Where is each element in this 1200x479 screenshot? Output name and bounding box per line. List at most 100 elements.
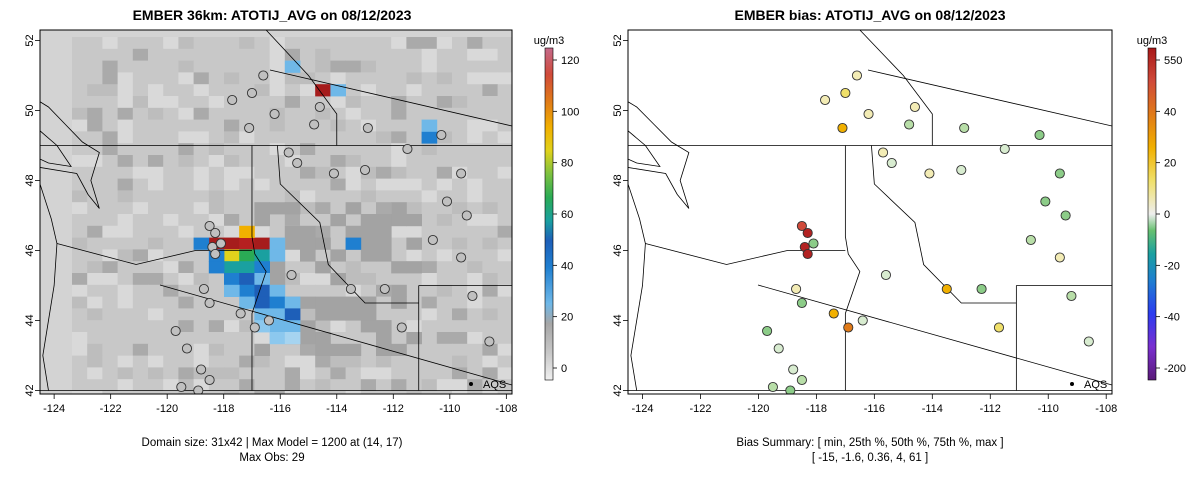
grid-cell — [208, 60, 225, 73]
grid-cell — [224, 72, 240, 85]
grid-cell — [148, 190, 164, 203]
grid-cell — [132, 166, 149, 179]
bias-site — [828, 308, 839, 319]
grid-cell — [163, 379, 179, 392]
grid-cell — [360, 178, 377, 191]
grid-cell — [102, 261, 118, 274]
grid-cell — [117, 332, 134, 345]
grid-cell — [117, 273, 134, 286]
grid-cell — [360, 343, 377, 356]
grid-cell — [467, 107, 483, 120]
grid-cell — [315, 343, 331, 356]
grid-cell — [391, 214, 407, 227]
grid-cell — [482, 107, 498, 120]
grid-cell — [178, 367, 194, 380]
projection-border — [269, 69, 512, 127]
plume-cell — [239, 225, 255, 238]
grid-cell — [421, 143, 438, 156]
grid-cell — [482, 355, 498, 368]
grid-cell — [117, 214, 134, 227]
grid-cell — [87, 249, 103, 262]
grid-cell — [315, 273, 331, 286]
grid-cell — [117, 143, 134, 156]
grid-cell — [300, 225, 316, 238]
bias-site — [877, 147, 889, 158]
grid-cell — [117, 237, 134, 250]
grid-cell — [117, 72, 134, 85]
grid-cell — [178, 166, 194, 179]
grid-cell — [467, 72, 483, 85]
grid-cell — [178, 261, 194, 274]
grid-cell — [452, 367, 468, 380]
grid-cell — [467, 60, 483, 73]
grid-cell — [72, 379, 88, 392]
grid-cell — [269, 190, 286, 203]
bias-site — [837, 122, 848, 134]
grid-cell — [269, 214, 286, 227]
grid-cell — [193, 119, 210, 132]
grid-cell — [132, 37, 149, 50]
grid-cell — [315, 72, 331, 85]
grid-cell — [406, 72, 422, 85]
grid-cell — [497, 48, 512, 61]
grid-cell — [72, 391, 88, 394]
grid-cell — [315, 379, 331, 392]
grid-cell — [482, 237, 498, 250]
grid-cell — [132, 225, 149, 238]
grid-cell — [360, 284, 377, 297]
grid-cell — [72, 190, 88, 203]
grid-cell — [436, 308, 453, 321]
grid-cell — [117, 284, 134, 297]
grid-cell — [148, 37, 164, 50]
colorbar-tick-label: -20 — [1164, 260, 1180, 272]
state-border — [56, 243, 252, 265]
grid-cell — [330, 143, 346, 156]
grid-cell — [102, 214, 118, 227]
grid-cell — [163, 37, 179, 50]
right-legend-label: AQS — [1084, 379, 1107, 391]
grid-cell — [87, 367, 103, 380]
grid-cell — [284, 343, 301, 356]
x-tick-label: -118 — [213, 403, 234, 415]
grid-cell — [497, 320, 512, 333]
grid-cell — [315, 190, 331, 203]
grid-cell — [360, 308, 377, 321]
right-caption-line1: Bias Summary: [ min, 25th %, 50th %, 75t… — [736, 437, 1003, 449]
grid-cell — [224, 225, 240, 238]
grid-cell — [467, 202, 483, 215]
colorbar-tick-label: 550 — [1164, 55, 1182, 67]
grid-cell — [452, 72, 468, 85]
grid-cell — [284, 48, 301, 61]
grid-cell — [421, 166, 438, 179]
grid-cell — [193, 343, 210, 356]
grid-cell — [284, 131, 301, 144]
grid-cell — [360, 391, 377, 394]
aqs-site — [181, 343, 193, 354]
grid-cell — [148, 273, 164, 286]
grid-cell — [87, 178, 103, 191]
bias-site — [1040, 196, 1051, 207]
grid-cell — [148, 308, 164, 321]
grid-cell — [497, 237, 512, 250]
grid-cell — [132, 96, 149, 109]
grid-cell — [163, 155, 179, 168]
grid-cell — [436, 379, 453, 392]
grid-cell — [345, 143, 362, 156]
grid-cell — [391, 237, 407, 250]
grid-cell — [376, 355, 392, 368]
grid-cell — [452, 190, 468, 203]
grid-cell — [132, 202, 149, 215]
grid-cell — [254, 131, 270, 144]
plume-cell — [284, 332, 301, 345]
grid-cell — [87, 355, 103, 368]
grid-cell — [345, 131, 362, 144]
grid-cell — [345, 214, 362, 227]
grid-cell — [482, 178, 498, 191]
aqs-site — [328, 168, 339, 179]
grid-cell — [87, 225, 103, 238]
grid-cell — [284, 355, 301, 368]
grid-cell — [360, 320, 377, 333]
grid-cell — [421, 367, 438, 380]
grid-cell — [467, 96, 483, 109]
grid-cell — [300, 166, 316, 179]
